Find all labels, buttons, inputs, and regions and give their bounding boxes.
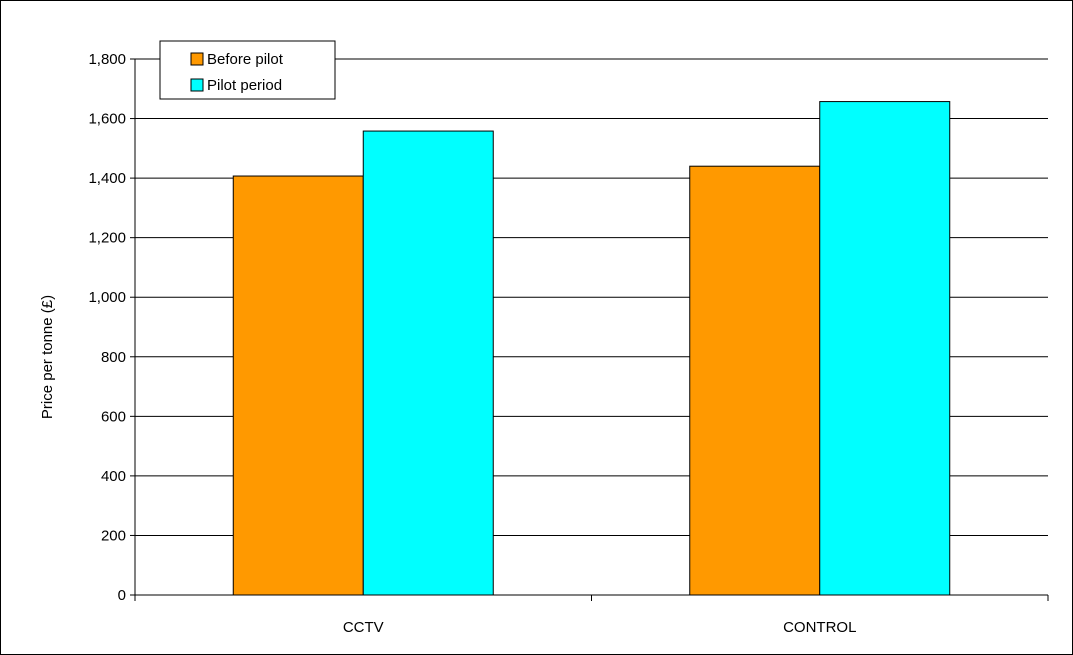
y-tick-label: 1,600 (88, 111, 126, 128)
y-tick-label: 1,400 (88, 170, 126, 187)
y-tick-label: 1,800 (88, 51, 126, 68)
y-tick-label: 400 (101, 468, 126, 485)
y-tick-label: 200 (101, 527, 126, 544)
x-ticks: CCTV CONTROL (134, 595, 1049, 636)
y-tick-label: 800 (101, 349, 126, 366)
legend: Before pilot Pilot period (159, 40, 336, 100)
y-tick-label: 1,200 (88, 230, 126, 247)
bar (689, 165, 821, 596)
legend-label: Pilot period (207, 77, 282, 94)
y-tick-label: 0 (118, 587, 126, 604)
bars (232, 101, 951, 596)
x-tick-label: CONTROL (783, 619, 856, 636)
y-tick-label: 1,000 (88, 289, 126, 306)
legend-swatch (190, 78, 204, 92)
x-tick-label: CCTV (343, 619, 384, 636)
legend-box (159, 40, 336, 100)
legend-swatch (190, 52, 204, 66)
y-tick-label: 600 (101, 408, 126, 425)
y-axis-title: Price per tonne (£) (39, 295, 56, 419)
bar (232, 175, 364, 596)
y-ticks: 0 200 400 600 800 1,000 1,200 1,400 1,600 1,800 (88, 51, 135, 604)
bar (362, 130, 494, 596)
legend-label: Before pilot (207, 51, 284, 68)
bar (819, 101, 951, 596)
